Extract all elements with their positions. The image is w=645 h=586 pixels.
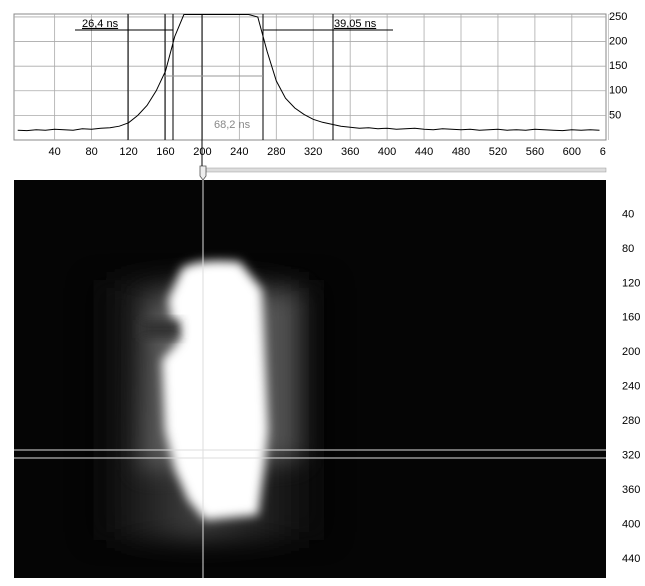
y-tick-label: 120 (622, 277, 640, 289)
profile-panel: 4080120160200240280320360400440480520560… (13, 13, 609, 158)
x-tick-label: 560 (526, 146, 544, 158)
y-tick-label: 160 (622, 312, 640, 324)
y-tick-label: 280 (622, 415, 640, 427)
x-tick-label: 440 (415, 146, 433, 158)
x-tick-label: 40 (49, 146, 61, 158)
x-tick-label: 160 (156, 146, 174, 158)
profile-line (17, 14, 600, 132)
y-tick-label: 150 (609, 60, 627, 72)
annotation: 26,4 ns (82, 18, 119, 30)
y-tick-label: 50 (609, 109, 621, 121)
y-tick-label: 80 (622, 243, 634, 255)
x-tick-label: 480 (452, 146, 470, 158)
x-tick-label: 6 (600, 146, 606, 158)
y-tick-label: 240 (622, 381, 640, 393)
plot-area (13, 13, 607, 141)
annotation: 68,2 ns (214, 119, 251, 131)
x-tick-label: 320 (304, 146, 322, 158)
y-tick-label: 440 (622, 553, 640, 565)
image-shadow (140, 320, 180, 338)
slider-thumb[interactable] (199, 165, 207, 181)
streak-image (14, 180, 606, 578)
annotation: 39,05 ns (334, 18, 377, 30)
image-core (162, 260, 268, 520)
x-tick-label: 240 (230, 146, 248, 158)
x-tick-label: 520 (489, 146, 507, 158)
y-tick-label: 400 (622, 518, 640, 530)
x-tick-label: 120 (119, 146, 137, 158)
cursors (75, 14, 393, 166)
slider-track[interactable] (205, 167, 607, 173)
y-tick-label: 40 (622, 208, 634, 220)
x-tick-label: 80 (85, 146, 97, 158)
y-tick-label: 200 (622, 346, 640, 358)
x-tick-label: 600 (563, 146, 581, 158)
y-tick-label: 250 (609, 11, 627, 23)
y-tick-label: 320 (622, 450, 640, 462)
y-tick-label: 360 (622, 484, 640, 496)
y-tick-label: 200 (609, 35, 627, 47)
x-tick-label: 360 (341, 146, 359, 158)
y-tick-label: 100 (609, 85, 627, 97)
x-tick-label: 280 (267, 146, 285, 158)
x-tick-label: 400 (378, 146, 396, 158)
